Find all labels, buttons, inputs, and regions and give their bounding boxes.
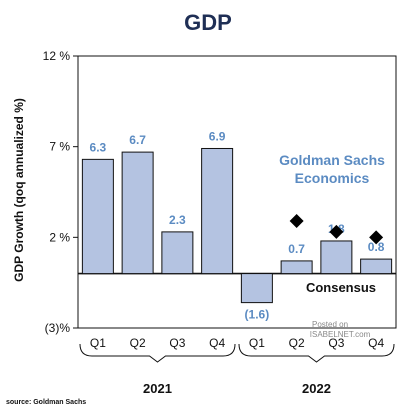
y-axis-label: GDP Growth (qoq annualized %) (12, 98, 26, 282)
x-category-label: Q4 (368, 336, 384, 350)
year-group-label: 2021 (143, 381, 172, 396)
source-text: source: Goldman Sachs (6, 399, 86, 406)
bar-5 (280, 260, 313, 275)
year-bracket-2022 (238, 343, 395, 363)
bar-value-label: 6.7 (129, 133, 146, 147)
bar-2 (161, 231, 194, 275)
posted-on-text: Posted on (312, 320, 348, 329)
consensus-marker-6 (329, 224, 344, 239)
bar-value-label: 6.3 (90, 140, 107, 154)
brand-text-line2: Economics (295, 170, 370, 186)
x-category-label: Q4 (209, 336, 225, 350)
consensus-marker-5 (289, 214, 304, 229)
x-category-label: Q2 (130, 336, 146, 350)
consensus-legend-label: Consensus (306, 280, 376, 295)
year-group-label: 2022 (302, 381, 331, 396)
x-category-label: Q1 (90, 336, 106, 350)
bar-value-label: 6.9 (209, 129, 226, 143)
watermark-text: ISABELNET.com (310, 330, 371, 339)
y-tick-label: 2 % (49, 230, 70, 244)
bar-value-label: 0.8 (368, 240, 385, 254)
consensus-marker-7 (369, 230, 384, 245)
bar-6 (320, 240, 353, 275)
bar-1 (121, 151, 154, 275)
brand-text-line1: Goldman Sachs (279, 152, 385, 168)
bar-4 (240, 273, 273, 304)
bar-0 (81, 158, 114, 275)
x-category-label: Q1 (249, 336, 265, 350)
y-tick-label: (3)% (45, 321, 71, 335)
chart-title: GDP (184, 10, 232, 35)
bar-7 (360, 258, 393, 275)
y-tick-label: 12 % (43, 49, 71, 63)
bar-value-label: 0.7 (288, 242, 305, 256)
x-category-label: Q3 (169, 336, 185, 350)
bar-3 (201, 147, 234, 275)
x-category-label: Q2 (289, 336, 305, 350)
plot-area (77, 55, 397, 329)
bar-value-label: (1.6) (245, 308, 270, 322)
y-tick-label: 7 % (49, 140, 70, 154)
bar-value-label: 2.3 (169, 213, 186, 227)
x-category-label: Q3 (328, 336, 344, 350)
year-bracket-2021 (79, 343, 236, 363)
